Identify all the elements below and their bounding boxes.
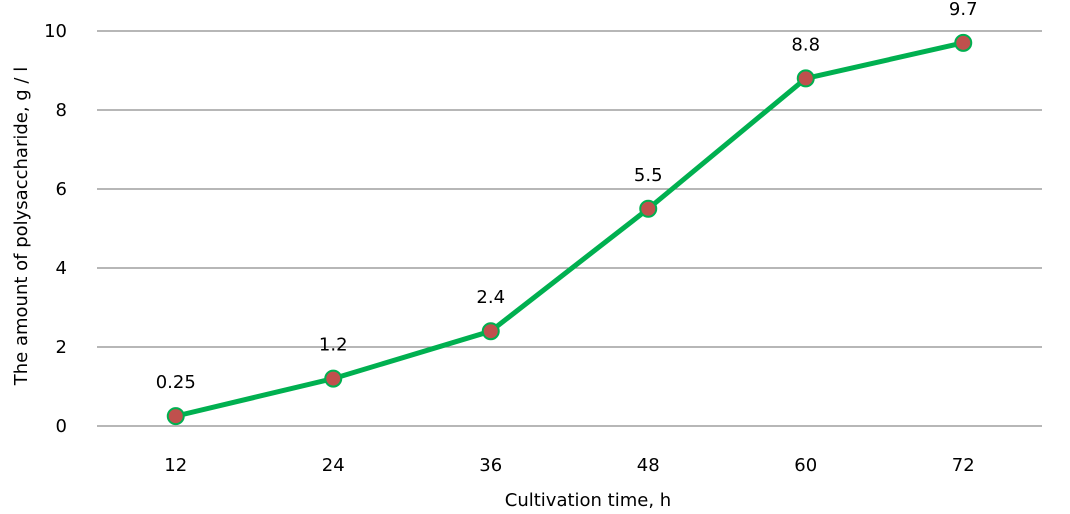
x-tick-label: 36 — [479, 455, 502, 476]
y-tick-label: 0 — [56, 416, 67, 437]
data-label: 1.2 — [319, 335, 348, 356]
gridlines — [97, 30, 1042, 427]
x-tick-label: 60 — [794, 455, 817, 476]
data-label: 5.5 — [634, 165, 663, 186]
x-axis-tick-labels: 12 24 36 48 60 72 — [164, 455, 974, 476]
x-tick-label: 72 — [952, 455, 975, 476]
y-tick-label: 8 — [56, 100, 67, 121]
series-line-group — [166, 33, 973, 426]
series-line — [173, 40, 966, 419]
data-label: 2.4 — [476, 287, 505, 308]
data-point-marker — [639, 199, 658, 218]
y-axis-title: The amount of polysaccharide, g / l — [11, 67, 32, 386]
y-tick-label: 2 — [56, 337, 67, 358]
data-point-marker — [324, 369, 343, 388]
data-point-marker — [481, 322, 500, 341]
data-point-marker — [166, 407, 185, 426]
data-label: 0.25 — [156, 372, 196, 393]
y-tick-label: 6 — [56, 179, 67, 200]
data-point-marker — [954, 33, 973, 52]
data-label: 9.7 — [949, 0, 978, 20]
y-axis-tick-labels: 0 2 4 6 8 10 — [44, 21, 67, 437]
data-point-marker — [796, 69, 815, 88]
x-tick-label: 48 — [637, 455, 660, 476]
data-labels: 0.25 1.2 2.4 5.5 8.8 9.7 — [156, 0, 978, 393]
y-tick-label: 4 — [56, 258, 67, 279]
x-axis-title: Cultivation time, h — [505, 490, 671, 511]
x-tick-label: 24 — [322, 455, 345, 476]
x-tick-label: 12 — [164, 455, 187, 476]
data-label: 8.8 — [791, 34, 820, 55]
y-tick-label: 10 — [44, 21, 67, 42]
